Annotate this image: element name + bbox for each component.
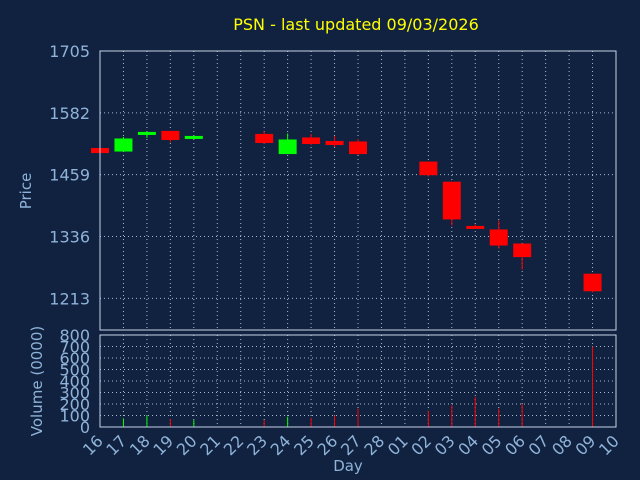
candle-body	[255, 133, 274, 143]
candle-body	[302, 137, 321, 144]
candle-body	[466, 225, 485, 229]
candle-body	[161, 130, 180, 140]
volume-tick-label: 700	[59, 338, 90, 357]
volume-tick-label: 300	[59, 384, 90, 403]
volume-tick-label: 0	[80, 418, 90, 437]
candle-body	[278, 139, 297, 155]
candlesticks	[91, 130, 602, 293]
volume-tick-label: 400	[59, 372, 90, 391]
volume-tick-label: 800	[59, 326, 90, 345]
price-tick-label: 1459	[49, 166, 90, 185]
day-tick-label: 10	[595, 431, 623, 459]
candle-body	[442, 181, 461, 220]
price-grid	[99, 50, 617, 330]
candle-body	[325, 140, 344, 146]
chart-title: PSN - last updated 09/03/2026	[233, 15, 479, 34]
volume-tick-label: 500	[59, 361, 90, 380]
price-panel-frame	[99, 50, 617, 331]
price-tick-label: 1705	[49, 42, 90, 61]
x-axis-label: Day	[333, 457, 363, 475]
volume-tick-label: 100	[59, 407, 90, 426]
candle-body	[184, 135, 203, 139]
price-axis-label: Price	[17, 173, 35, 210]
price-tick-label: 1582	[49, 104, 90, 123]
candle-body	[513, 243, 532, 258]
price-tick-label: 1336	[49, 227, 90, 246]
candle-body	[349, 141, 367, 155]
candle-body	[583, 273, 602, 292]
candle-body	[114, 138, 133, 152]
candle-body	[489, 229, 508, 246]
volume-axis-label: Volume (0000)	[28, 326, 46, 436]
volume-panel-frame	[99, 334, 617, 428]
volume-tick-label: 600	[59, 349, 90, 368]
candle-body	[419, 161, 438, 176]
price-tick-labels: 1213 1336 1459 1582 1705	[49, 42, 90, 308]
volume-bars	[99, 346, 594, 427]
volume-tick-label: 200	[59, 395, 90, 414]
price-tick-label: 1213	[49, 289, 90, 308]
day-tick-labels: 1617181920212223242526272801020304050607…	[79, 431, 623, 459]
candle-body	[137, 131, 156, 135]
